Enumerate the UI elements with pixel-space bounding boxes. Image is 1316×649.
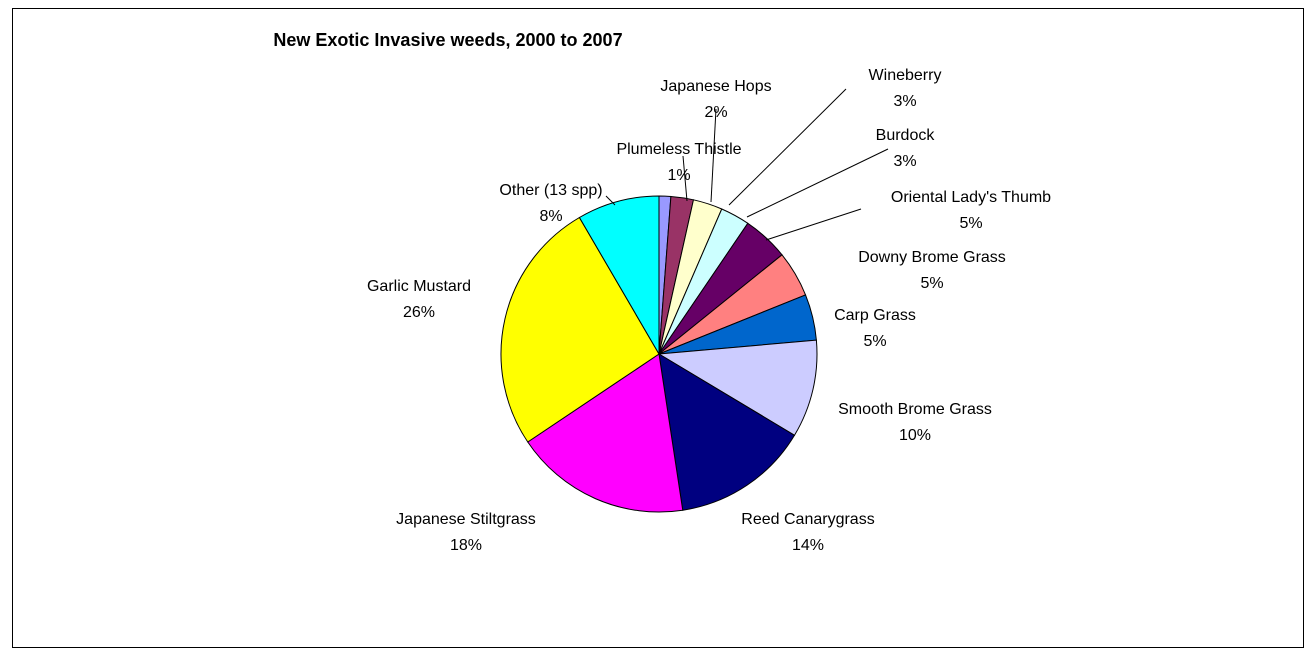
slice-label-percent-reed-canarygrass: 14% xyxy=(792,537,824,554)
pie-slice-garlic-mustard xyxy=(500,216,660,443)
leader-line-oriental-lady-s-thumb xyxy=(765,208,862,241)
pie-slices xyxy=(500,195,818,513)
pie-slice-other-13-spp xyxy=(578,195,660,356)
leader-line-japanese-hops xyxy=(710,108,717,203)
slice-label-name-oriental-lady-s-thumb: Oriental Lady's Thumb xyxy=(891,189,1051,206)
leader-lines xyxy=(605,88,889,241)
slice-label-name-smooth-brome-grass: Smooth Brome Grass xyxy=(838,401,992,418)
slice-label-percent-plumeless-thistle: 1% xyxy=(667,167,690,184)
pie-slice-japanese-stiltgrass xyxy=(527,353,684,513)
slice-label-percent-downy-brome-grass: 5% xyxy=(920,275,943,292)
chart-title: New Exotic Invasive weeds, 2000 to 2007 xyxy=(273,30,622,50)
leader-line-wineberry xyxy=(728,88,847,206)
slice-label-percent-smooth-brome-grass: 10% xyxy=(899,427,931,444)
slice-label-percent-other-13-spp: 8% xyxy=(539,208,562,225)
slice-label-name-wineberry: Wineberry xyxy=(869,67,942,84)
leader-line-plumeless-thistle xyxy=(682,155,688,202)
slice-label-name-downy-brome-grass: Downy Brome Grass xyxy=(858,249,1006,266)
slice-label-percent-wineberry: 3% xyxy=(893,93,916,110)
slice-label-name-reed-canarygrass: Reed Canarygrass xyxy=(741,511,874,528)
chart-area: New Exotic Invasive weeds, 2000 to 2007 … xyxy=(12,8,1304,648)
slice-label-percent-japanese-stiltgrass: 18% xyxy=(450,537,482,554)
pie-slice-reed-canarygrass xyxy=(658,353,796,511)
slice-label-percent-carp-grass: 5% xyxy=(863,333,886,350)
slice-label-name-japanese-hops: Japanese Hops xyxy=(660,78,771,95)
slice-label-percent-garlic-mustard: 26% xyxy=(403,304,435,321)
slice-label-name-garlic-mustard: Garlic Mustard xyxy=(367,278,471,295)
slice-label-name-plumeless-thistle: Plumeless Thistle xyxy=(616,141,741,158)
slice-label-name-burdock: Burdock xyxy=(876,127,936,144)
slice-label-percent-japanese-hops: 2% xyxy=(704,104,727,121)
pie-slice-smooth-brome-grass xyxy=(657,339,818,436)
slice-label-percent-oriental-lady-s-thumb: 5% xyxy=(959,215,982,232)
leader-line-other-13-spp xyxy=(605,195,616,206)
slice-label-name-carp-grass: Carp Grass xyxy=(834,307,916,324)
slice-label-name-japanese-stiltgrass: Japanese Stiltgrass xyxy=(396,511,536,528)
slice-labels: Plumeless Thistle 1% Japanese Hops 2% Winebe… xyxy=(367,67,1051,554)
slice-label-percent-burdock: 3% xyxy=(893,153,916,170)
leader-line-burdock xyxy=(746,148,889,218)
pie-chart: New Exotic Invasive weeds, 2000 to 2007 … xyxy=(273,30,1051,554)
slice-label-name-other-13-spp: Other (13 spp) xyxy=(499,182,602,199)
